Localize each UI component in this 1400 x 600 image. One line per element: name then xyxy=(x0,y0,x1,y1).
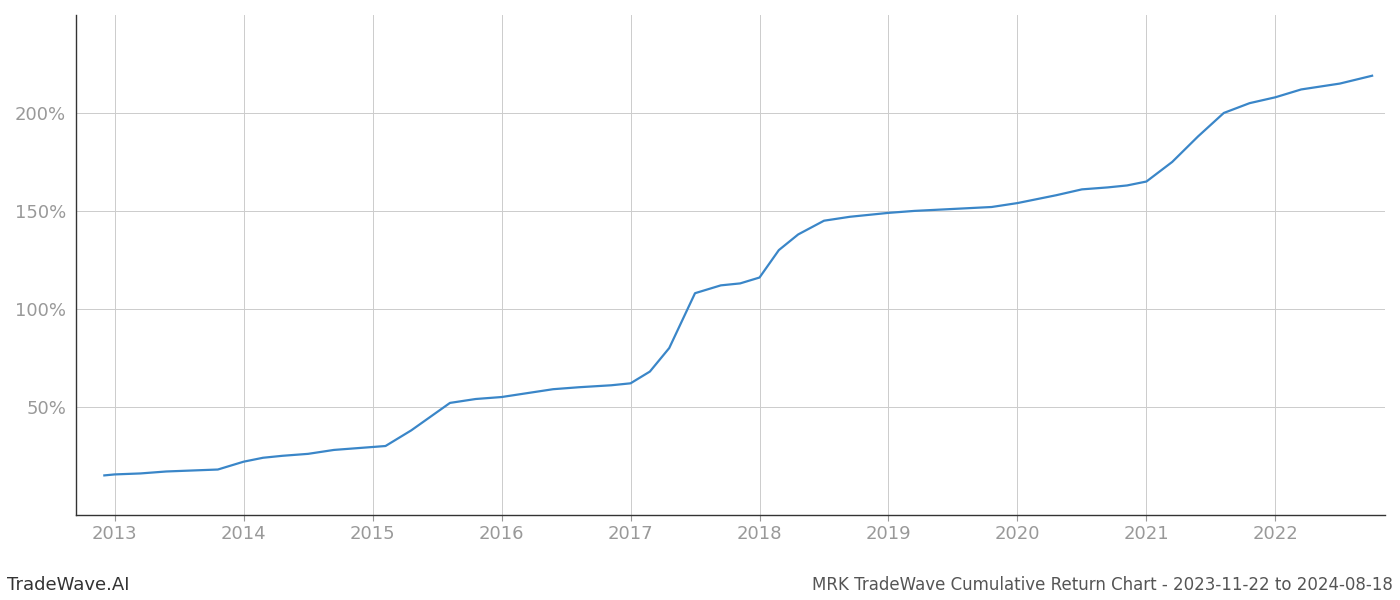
Text: MRK TradeWave Cumulative Return Chart - 2023-11-22 to 2024-08-18: MRK TradeWave Cumulative Return Chart - … xyxy=(812,576,1393,594)
Text: TradeWave.AI: TradeWave.AI xyxy=(7,576,129,594)
